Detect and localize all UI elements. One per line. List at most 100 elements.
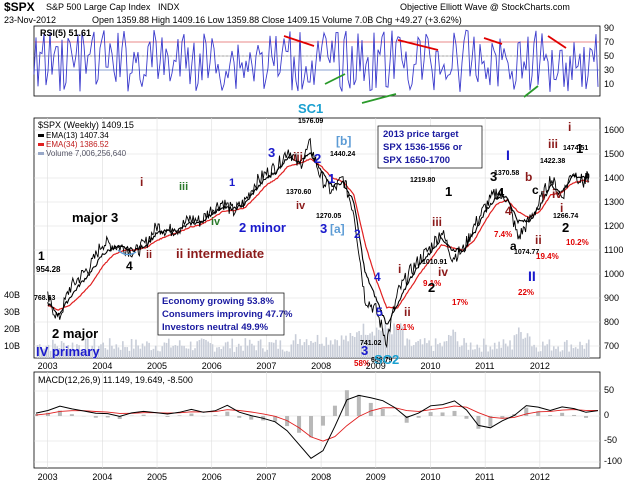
- volume-bar: [550, 350, 553, 358]
- price-target-line-3: SPX 1650-1700: [383, 155, 450, 166]
- x-axis-label: 2004: [92, 361, 112, 371]
- volume-bar: [502, 339, 505, 358]
- wave-label: 3: [268, 145, 275, 160]
- volume-bar: [248, 339, 251, 358]
- volume-bar: [535, 347, 538, 358]
- volume-bar: [493, 342, 496, 358]
- volume-bar: [310, 341, 312, 358]
- rsi-level-90: 90: [604, 23, 614, 33]
- volume-bar: [487, 351, 489, 358]
- wave-label: 2 major: [52, 326, 98, 341]
- volume-bar: [478, 347, 481, 358]
- wave-label: 1074.77: [514, 249, 539, 256]
- volume-bar: [244, 338, 247, 358]
- wave-label: 1010.91: [422, 259, 447, 266]
- volume-bar: [108, 338, 111, 358]
- macd-hist-bar: [572, 414, 577, 416]
- rsi-level-70: 70: [604, 37, 614, 47]
- macd-hist-bar: [344, 390, 349, 416]
- volume-bar: [58, 348, 61, 358]
- volume-bar: [329, 340, 332, 358]
- volume-bar: [69, 348, 72, 358]
- chart-symbol: $SPX: [4, 0, 35, 14]
- volume-bar: [432, 350, 435, 358]
- volume-bar: [539, 351, 542, 358]
- volume-bar: [482, 338, 485, 358]
- macd-hist-bar: [141, 414, 146, 416]
- macd-hist-bar: [237, 416, 242, 418]
- wave-label: 9.1%: [396, 323, 414, 332]
- volume-bar: [157, 350, 159, 358]
- macd-title: MACD(12,26,9) 11.149, 19.649, -8.500: [38, 375, 193, 385]
- wave-label: I: [506, 147, 510, 163]
- macd-panel-frame: [33, 371, 601, 469]
- volume-bar: [161, 346, 164, 358]
- volume-bar: [542, 341, 544, 358]
- volume-bar: [185, 348, 188, 358]
- volume-bar: [128, 350, 131, 358]
- volume-bar: [135, 339, 137, 358]
- volume-bar: [377, 329, 380, 358]
- macd-hist-bar: [297, 416, 302, 433]
- volume-bar: [445, 341, 448, 358]
- rsi-series: [33, 29, 599, 92]
- volume-tick-10b: 10B: [4, 341, 20, 351]
- x-axis-label: 2009: [366, 472, 386, 482]
- macd-hist-bar: [452, 410, 457, 416]
- volume-bar: [54, 343, 56, 358]
- wave-label: 17%: [452, 298, 468, 307]
- wave-label: 1: [38, 249, 45, 263]
- price-grid: [34, 118, 600, 358]
- volume-bar: [255, 350, 258, 358]
- wave-label: c: [532, 183, 539, 197]
- price-y-tick: 1300: [604, 197, 624, 207]
- volume-bars: [36, 323, 590, 358]
- volume-bar: [458, 346, 461, 358]
- wave-label: [a]: [330, 222, 345, 236]
- volume-bar: [76, 344, 78, 358]
- volume-bar: [423, 338, 426, 358]
- wave-label: iv: [296, 200, 306, 212]
- price-series: [47, 137, 590, 349]
- volume-bar: [73, 349, 76, 358]
- volume-bar: [82, 351, 85, 358]
- macd-hist-bar: [380, 408, 385, 416]
- x-axis-label: 2010: [420, 361, 440, 371]
- volume-bar: [336, 340, 339, 358]
- volume-bar: [382, 328, 384, 358]
- volume-bar: [43, 348, 45, 358]
- volume-bar: [367, 335, 369, 358]
- volume-bar: [491, 349, 494, 358]
- macd-hist-bar: [440, 412, 445, 416]
- volume-bar: [395, 326, 398, 358]
- x-axis-label: 2004: [92, 472, 112, 482]
- volume-bar: [78, 345, 80, 358]
- volume-bar: [415, 342, 417, 358]
- volume-bar: [496, 348, 498, 358]
- volume-bar: [340, 335, 343, 358]
- wave-label: i: [398, 262, 401, 276]
- volume-bar: [546, 344, 549, 358]
- price-y-tick: 700: [604, 341, 619, 351]
- volume-bar: [275, 339, 277, 358]
- price-legend-ema34: EMA(34) 1386.52: [46, 140, 109, 149]
- rsi-trend-green-1: [324, 73, 346, 85]
- volume-bar: [318, 344, 321, 358]
- volume-bar: [183, 345, 185, 358]
- volume-bar: [353, 337, 356, 358]
- volume-bar: [115, 344, 118, 358]
- volume-bar: [299, 339, 301, 358]
- volume-bar: [49, 350, 52, 358]
- wave-label: 2: [562, 220, 569, 235]
- wave-label: 1219.80: [410, 177, 435, 184]
- volume-bar: [71, 342, 74, 358]
- volume-bar: [235, 346, 238, 358]
- volume-bar: [426, 343, 428, 358]
- volume-bar: [568, 351, 570, 358]
- volume-bar: [211, 344, 214, 358]
- rsi-trend-red-2: [397, 39, 439, 51]
- volume-bar: [450, 335, 452, 358]
- volume-bar: [277, 348, 279, 358]
- volume-bar: [544, 345, 546, 358]
- volume-bar: [386, 328, 389, 358]
